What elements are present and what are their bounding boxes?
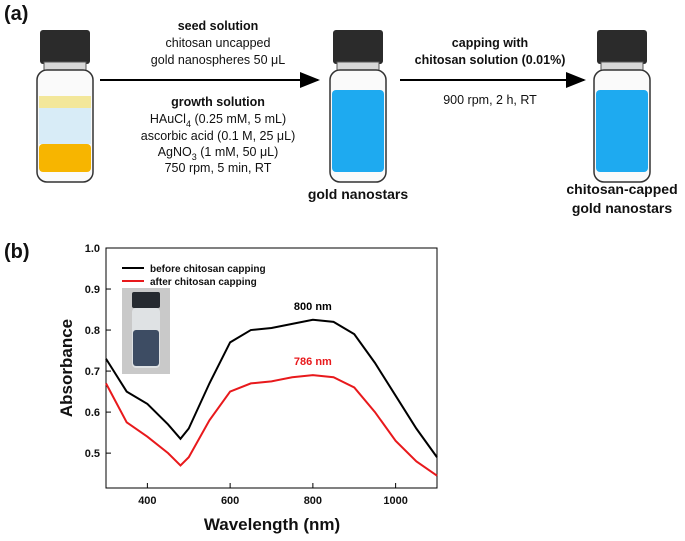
step-text: AgNO3 (1 mM, 50 μL) <box>158 145 279 162</box>
vial <box>593 30 651 183</box>
step-text: seed solution <box>178 19 259 33</box>
y-tick-label: 0.7 <box>85 366 100 378</box>
step-text: gold nanospheres 50 μL <box>151 53 285 67</box>
panel-label: (a) <box>4 3 28 25</box>
text-part: (0.25 mM, 5 mL) <box>191 112 286 126</box>
text-part: AgNO <box>158 145 192 159</box>
vial <box>329 30 387 183</box>
y-tick-label: 0.6 <box>85 407 100 419</box>
y-tick-label: 1.0 <box>85 243 100 255</box>
step-text: ascorbic acid (0.1 M, 25 μL) <box>141 129 296 143</box>
line-series <box>105 318 438 458</box>
peak-annotation: 800 nm <box>294 301 332 313</box>
step-text: chitosan uncapped <box>166 36 271 50</box>
subscript: 4 <box>186 119 191 129</box>
x-tick-label: 1000 <box>383 495 407 507</box>
subscript: 3 <box>192 152 197 162</box>
text-part: HAuCl <box>150 112 186 126</box>
product-label: gold nanostars <box>572 200 673 216</box>
step-text: growth solution <box>171 95 265 109</box>
step-text: 750 rpm, 5 min, RT <box>165 161 272 175</box>
inset-photo <box>122 288 170 374</box>
y-tick-label: 0.5 <box>85 448 100 460</box>
line-series <box>105 374 438 477</box>
panel-label: (b) <box>4 241 30 263</box>
x-tick-label: 400 <box>138 495 156 507</box>
step-text: capping with <box>452 36 528 50</box>
y-tick-label: 0.8 <box>85 325 100 337</box>
legend-label: before chitosan capping <box>150 264 266 275</box>
peak-annotation: 786 nm <box>294 356 332 368</box>
step-text: chitosan solution (0.01%) <box>415 53 566 67</box>
x-tick-label: 800 <box>304 495 322 507</box>
y-axis-label: Absorbance <box>57 319 76 417</box>
step-text: HAuCl4 (0.25 mM, 5 mL) <box>150 112 286 129</box>
y-tick-label: 0.9 <box>85 284 100 296</box>
plot-frame <box>105 247 438 489</box>
product-label: gold nanostars <box>308 186 409 202</box>
product-label: chitosan-capped <box>566 181 677 197</box>
step-text: 900 rpm, 2 h, RT <box>443 93 537 107</box>
legend-label: after chitosan capping <box>150 277 257 288</box>
x-tick-label: 600 <box>221 495 239 507</box>
text-part: (1 mM, 50 μL) <box>197 145 279 159</box>
x-axis-label: Wavelength (nm) <box>204 515 340 534</box>
vial <box>36 30 94 183</box>
